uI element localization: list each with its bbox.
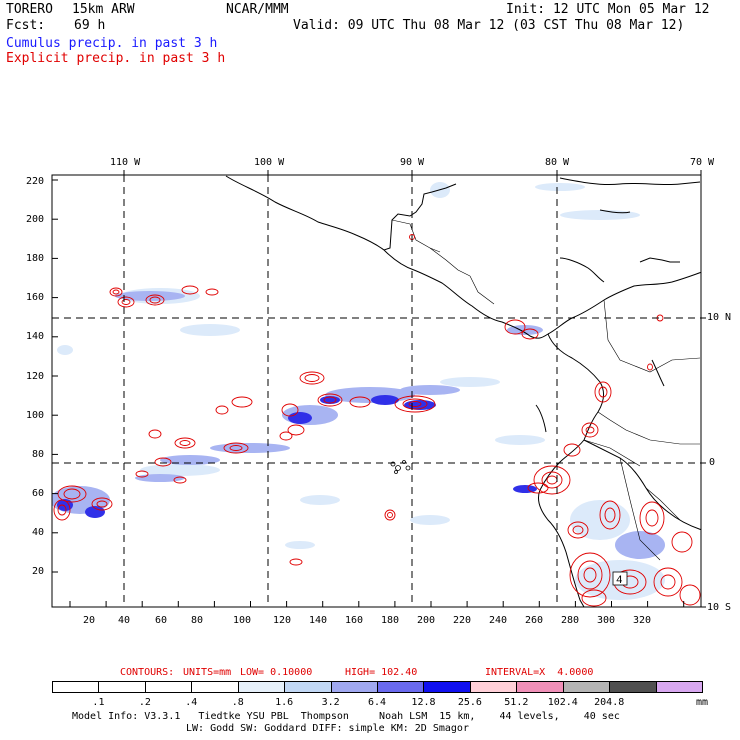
contours-prefix: CONTOURS: [120,667,175,678]
colorbar-swatch [423,681,471,693]
valid-time: Valid: 09 UTC Thu 08 Mar 12 (03 CST Thu … [293,18,685,33]
colorbar-label: 25.6 [457,697,482,708]
y-tick: 60 [32,488,45,499]
colorbar-label: .1 [92,697,105,708]
forecast-hour: 69 h [74,18,106,33]
y-tick: 180 [26,253,45,264]
colorbar-swatch [516,681,564,693]
lon-label-110w: 110 W [110,157,141,168]
country-borders [391,219,701,561]
colorbar-label: 6.4 [368,697,387,708]
x-tick: 140 [309,615,328,626]
x-tick: 200 [417,615,436,626]
colorbar-label: 12.8 [411,697,436,708]
x-tick: 80 [191,615,204,626]
organization: NCAR/MMM [226,2,289,17]
colorbar-swatch [377,681,425,693]
y-tick: 200 [26,214,45,225]
explicit-legend-line: Explicit precip. in past 3 h [6,51,226,66]
x-tick: 160 [345,615,364,626]
colorbar-units: mm [696,697,709,708]
colorbar-label: 102.4 [547,697,578,708]
y-tick: 20 [32,566,45,577]
colorbar-swatch [144,681,193,693]
y-tick: 160 [26,292,45,303]
contours-high: HIGH= 102.40 [345,667,418,678]
model-info: Model Info: V3.3.1 Tiedtke YSU PBL Thomp… [72,711,620,722]
colorbar-label: .2 [138,697,151,708]
colorbar-label: .8 [231,697,244,708]
y-tick: 220 [26,176,45,187]
y-tick: 100 [26,410,45,421]
x-tick: 40 [118,615,131,626]
physics-info: LW: Godd SW: Goddard DIFF: simple KM: 2D… [186,723,469,734]
x-tick: 240 [489,615,508,626]
explicit-contours [53,234,701,607]
lat-label-10s: 10 S [707,602,732,613]
colorbar-swatch [330,681,378,693]
colorbar-label: .4 [185,697,198,708]
forecast-label: Fcst: [6,18,46,33]
x-tick: 180 [381,615,400,626]
lat-lon-grid [52,175,701,607]
colorbar-label: 1.6 [275,697,294,708]
map-frame [51,174,702,608]
contours-interval: INTERVAL=X 4.0000 [485,667,594,678]
x-tick: 220 [453,615,472,626]
x-tick: 280 [561,615,580,626]
lon-label-100w: 100 W [254,157,285,168]
cumulus-legend-line: Cumulus precip. in past 3 h [6,36,218,51]
axis-ticks [52,170,706,608]
colorbar-swatch [191,681,239,693]
x-tick: 120 [273,615,292,626]
lon-label-80w: 80 W [545,157,570,168]
colorbar-label: 204.8 [594,697,625,708]
colorbar-swatch [655,681,703,693]
map-content [52,175,701,607]
init-time: Init: 12 UTC Mon 05 Mar 12 [506,2,710,17]
contours-low: LOW= 0.10000 [240,667,313,678]
colorbar-swatch [284,681,332,693]
max-marker-box [612,571,628,586]
colorbar-swatch [469,681,518,693]
x-tick: 60 [155,615,168,626]
x-tick: 260 [525,615,544,626]
contours-units: UNITS=mm [183,667,232,678]
x-tick: 300 [597,615,616,626]
max-marker-label: 4 [616,575,623,587]
lon-label-90w: 90 W [400,157,425,168]
galapagos-islands [390,460,411,474]
colorbar-swatch [237,681,286,693]
lat-label-0: 0 [709,457,716,468]
colorbar-swatch [52,681,100,693]
model-name: TORERO [6,2,53,17]
x-tick: 320 [633,615,652,626]
lon-label-70w: 70 W [690,157,715,168]
model-resolution: 15km ARW [72,2,135,17]
x-tick: 100 [233,615,252,626]
y-tick: 40 [32,527,45,538]
lat-label-10n: 10 N [707,312,732,323]
y-tick: 120 [26,371,45,382]
colorbar-label: 3.2 [321,697,340,708]
x-tick: 20 [83,615,96,626]
colorbar-swatch [98,681,146,693]
colorbar-label: 51.2 [504,697,529,708]
colorbar-swatch [562,681,611,693]
y-tick: 140 [26,331,45,342]
colorbar-swatch [609,681,657,693]
y-tick: 80 [32,449,45,460]
